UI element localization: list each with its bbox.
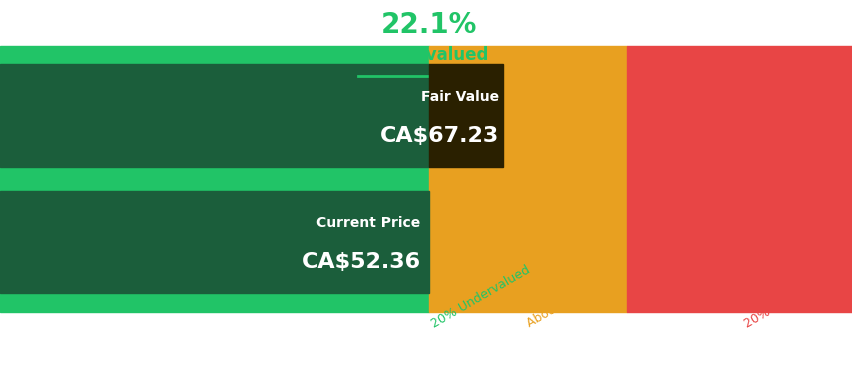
Text: About Right: About Right (524, 282, 594, 331)
Text: Current Price: Current Price (316, 216, 420, 230)
Text: 22.1%: 22.1% (381, 11, 476, 40)
Bar (626, 46, 852, 312)
Text: CA$67.23: CA$67.23 (379, 126, 498, 146)
Bar (0, 191, 429, 293)
Text: CA$52.36: CA$52.36 (301, 252, 420, 272)
Text: Fair Value: Fair Value (420, 90, 498, 104)
Bar (0, 64, 429, 166)
Text: 20% Overvalued: 20% Overvalued (741, 267, 838, 331)
Text: 20% Undervalued: 20% Undervalued (429, 263, 532, 331)
Text: Undervalued: Undervalued (369, 46, 488, 63)
Bar (0, 46, 429, 312)
Bar (429, 64, 503, 166)
Bar (429, 46, 626, 312)
